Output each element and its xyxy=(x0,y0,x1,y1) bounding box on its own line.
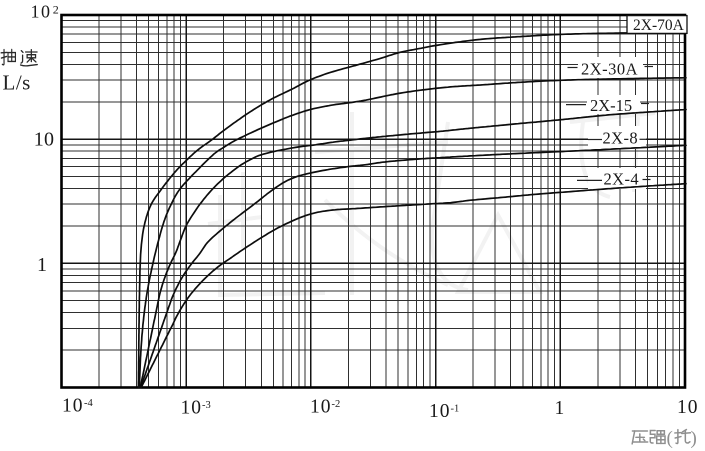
svg-text:2X-70A: 2X-70A xyxy=(633,17,685,34)
svg-text:10: 10 xyxy=(677,397,699,418)
svg-text:10: 10 xyxy=(429,401,451,422)
svg-text:1: 1 xyxy=(555,398,565,419)
svg-text:10: 10 xyxy=(62,396,84,417)
svg-text:2X-15: 2X-15 xyxy=(590,96,632,115)
svg-text:10: 10 xyxy=(34,128,54,150)
svg-text:-1: -1 xyxy=(451,404,460,415)
svg-text:2X-8: 2X-8 xyxy=(603,128,639,147)
svg-text:-2: -2 xyxy=(332,399,341,410)
svg-text:L/s: L/s xyxy=(3,71,31,95)
svg-text:-3: -3 xyxy=(202,400,211,411)
svg-text:-4: -4 xyxy=(84,398,93,409)
svg-text:2: 2 xyxy=(53,3,59,17)
svg-text:10: 10 xyxy=(31,2,52,22)
svg-text:2X-30A: 2X-30A xyxy=(581,60,638,79)
svg-text:10: 10 xyxy=(310,397,332,418)
svg-text:(: ( xyxy=(667,428,673,449)
svg-text:): ) xyxy=(691,428,697,449)
svg-text:1: 1 xyxy=(37,254,47,276)
svg-text:10: 10 xyxy=(181,398,203,419)
svg-text:2X-4: 2X-4 xyxy=(604,170,640,189)
